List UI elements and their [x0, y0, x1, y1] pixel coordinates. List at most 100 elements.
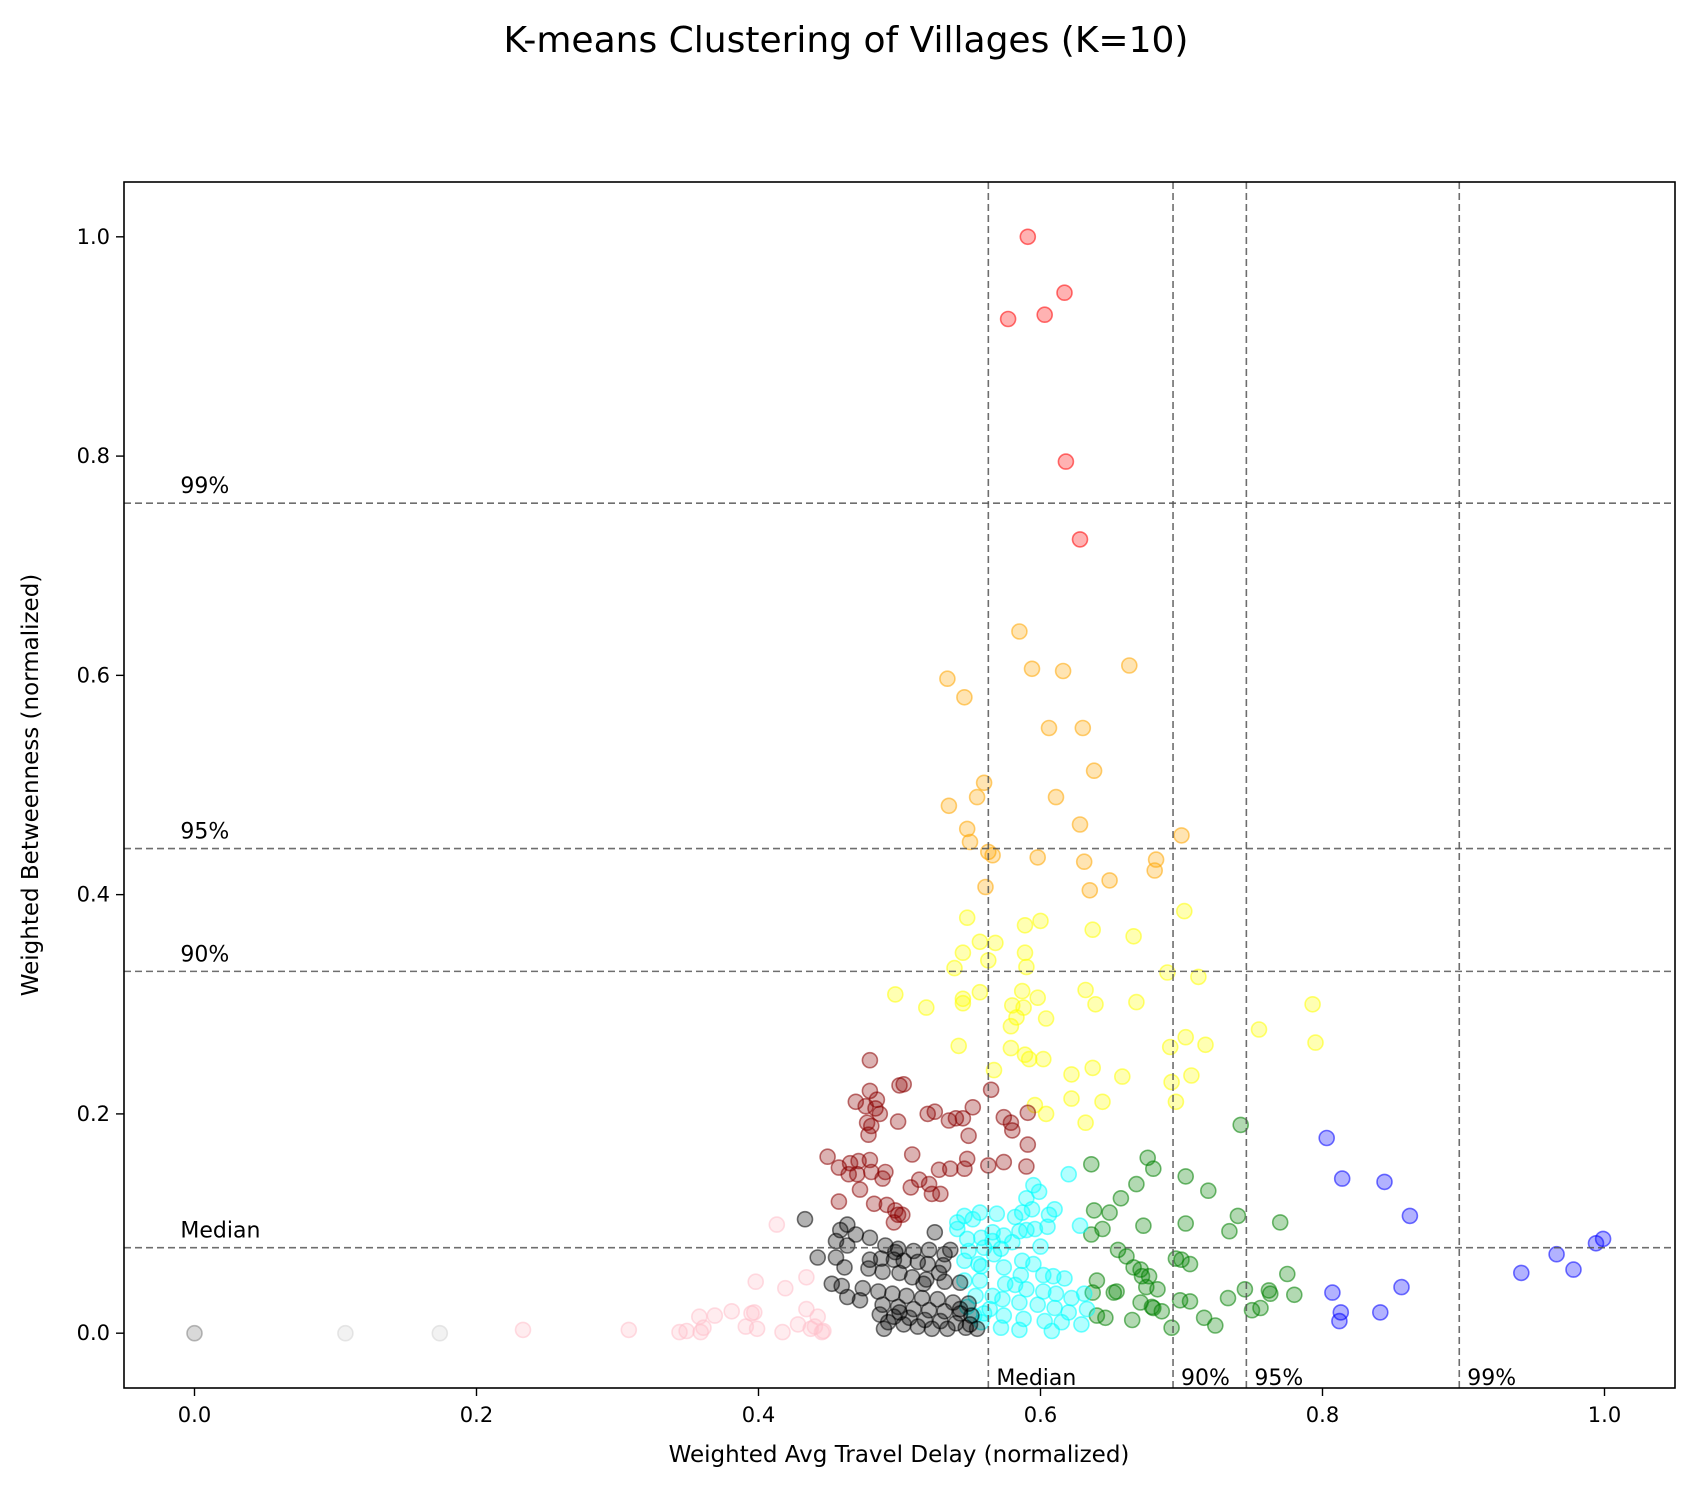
vline-label-0: Median — [996, 1366, 1076, 1391]
point-s5-48 — [932, 1185, 949, 1203]
point-s1-24 — [977, 878, 994, 896]
point-s3-47 — [1123, 1311, 1141, 1329]
point-s2-21 — [954, 994, 972, 1012]
point-s7-41 — [838, 1288, 856, 1306]
point-s3-16 — [1083, 1226, 1100, 1243]
point-s7-24 — [860, 1260, 877, 1277]
point-s2-16 — [1013, 982, 1031, 1000]
point-s1-6 — [1040, 719, 1058, 737]
xtick-label-3: 0.6 — [1024, 1403, 1057, 1427]
point-s5-29 — [861, 1151, 879, 1169]
point-s6-11 — [964, 1210, 982, 1228]
point-s8-7 — [706, 1307, 724, 1324]
point-s5-22 — [1003, 1122, 1021, 1139]
point-s2-26 — [917, 999, 935, 1016]
point-s3-31 — [1236, 1281, 1254, 1298]
point-s1-7 — [1074, 719, 1092, 737]
point-s3-4 — [1177, 1168, 1194, 1185]
point-s7-36 — [898, 1287, 915, 1305]
point-s7-30 — [951, 1274, 969, 1291]
point-s3-6 — [1200, 1182, 1217, 1199]
point-s4-7 — [1565, 1261, 1582, 1278]
point-s1-0 — [1011, 623, 1028, 640]
point-s10-0 — [337, 1324, 354, 1342]
point-s5-2 — [895, 1076, 913, 1093]
point-s2-0 — [1176, 902, 1193, 920]
point-s2-42 — [1084, 1059, 1101, 1077]
point-s5-24 — [960, 1127, 977, 1145]
point-s7-19 — [895, 1252, 913, 1270]
point-s3-50 — [1163, 1319, 1180, 1336]
point-s6-16 — [948, 1220, 966, 1238]
point-s7-23 — [836, 1259, 853, 1276]
point-s2-41 — [985, 1061, 1003, 1079]
point-s3-49 — [1207, 1317, 1224, 1334]
point-s3-21 — [1181, 1255, 1199, 1273]
point-s1-4 — [939, 670, 956, 688]
point-s6-6 — [1040, 1206, 1058, 1224]
point-s5-37 — [930, 1161, 948, 1179]
point-s8-0 — [768, 1216, 786, 1233]
point-s5-5 — [982, 1081, 1000, 1099]
point-s5-34 — [1018, 1158, 1035, 1175]
point-s3-29 — [1149, 1281, 1166, 1298]
point-s2-13 — [1159, 964, 1176, 981]
point-s3-19 — [1173, 1251, 1190, 1268]
point-s1-23 — [1101, 872, 1118, 889]
point-s6-28 — [985, 1245, 1003, 1263]
xtick-label-4: 0.8 — [1306, 1403, 1339, 1427]
point-s3-10 — [1229, 1207, 1247, 1225]
point-s4-8 — [1513, 1264, 1530, 1282]
point-s2-28 — [1008, 1009, 1025, 1026]
point-s5-49 — [923, 1185, 941, 1203]
point-s3-8 — [1101, 1204, 1118, 1221]
point-s5-7 — [847, 1093, 865, 1111]
point-s8-24 — [806, 1318, 824, 1335]
point-s2-22 — [1087, 995, 1104, 1013]
point-s2-45 — [1114, 1068, 1131, 1085]
point-s4-5 — [1587, 1235, 1605, 1252]
point-s1-9 — [975, 774, 993, 792]
hline-label-1: 90% — [180, 942, 229, 967]
point-s8-1 — [747, 1273, 765, 1290]
point-s1-3 — [1054, 662, 1072, 680]
point-s6-55 — [1078, 1300, 1096, 1318]
point-s7-60 — [923, 1320, 941, 1338]
point-s5-27 — [819, 1148, 836, 1165]
point-s6-67 — [981, 1300, 999, 1318]
point-s2-44 — [1183, 1067, 1200, 1084]
point-s4-6 — [1548, 1245, 1565, 1263]
point-s5-16 — [940, 1112, 958, 1129]
point-s6-34 — [995, 1259, 1013, 1276]
point-s0-5 — [1071, 531, 1089, 548]
point-s6-38 — [1056, 1270, 1073, 1287]
point-s2-37 — [1002, 1039, 1020, 1057]
ytick-label-5: 1.0 — [77, 225, 110, 249]
point-s8-9 — [798, 1300, 815, 1318]
ytick-label-2: 0.4 — [77, 883, 110, 907]
point-s2-18 — [886, 986, 904, 1003]
reference-lines: Median 90% 95% 99% Median 90% 95% 99% — [124, 182, 1675, 1391]
point-s5-47 — [851, 1181, 869, 1198]
ytick-label-1: 0.2 — [77, 1102, 110, 1126]
point-s0-0 — [1019, 228, 1037, 246]
point-s4-11 — [1372, 1304, 1389, 1321]
point-s3-7 — [1112, 1190, 1130, 1207]
point-s0-3 — [999, 310, 1017, 328]
point-s6-70 — [1060, 1165, 1077, 1183]
point-s1-12 — [940, 797, 958, 815]
chart-title: K-means Clustering of Villages (K=10) — [504, 20, 1189, 61]
point-s8-3 — [776, 1279, 794, 1297]
point-s2-12 — [946, 959, 963, 977]
point-s7-17 — [872, 1250, 890, 1267]
point-s3-36 — [1262, 1285, 1279, 1302]
point-s8-4 — [723, 1303, 741, 1320]
point-s3-3 — [1145, 1160, 1162, 1177]
point-s1-11 — [968, 788, 986, 806]
point-s2-52 — [1037, 1105, 1055, 1123]
point-s5-50 — [878, 1196, 896, 1214]
point-s7-42 — [851, 1292, 869, 1309]
ytick-label-3: 0.6 — [77, 663, 110, 687]
point-s5-9 — [964, 1099, 982, 1116]
